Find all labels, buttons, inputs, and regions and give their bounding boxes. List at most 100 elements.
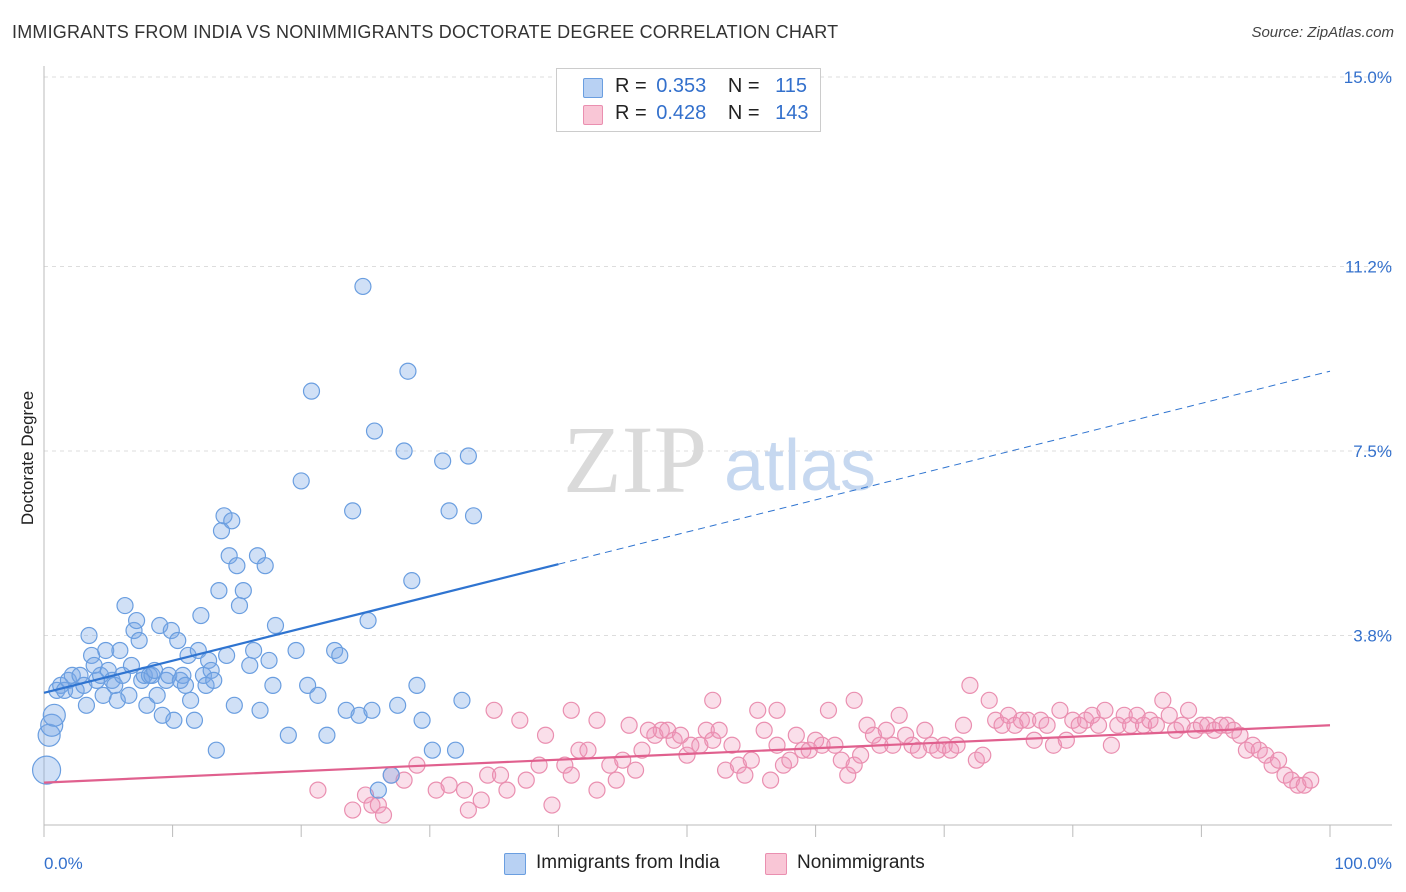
- india-point: [97, 641, 115, 660]
- india-point: [413, 711, 431, 729]
- chart-title: IMMIGRANTS FROM INDIA VS NONIMMIGRANTS D…: [12, 22, 839, 42]
- axes: [43, 66, 1392, 837]
- nonimmigrants-point: [832, 751, 850, 769]
- nonimmigrants-point: [491, 766, 510, 784]
- nonimmigrants-point: [479, 766, 497, 784]
- nonimmigrants-point: [954, 716, 973, 734]
- nonimmigrants-point: [309, 781, 327, 799]
- legend-swatch-non: [583, 105, 603, 125]
- y-axis-label: Doctorate Degree: [18, 391, 37, 525]
- india-point: [111, 641, 129, 660]
- legend-n-value-non: 143: [775, 102, 809, 124]
- nonimmigrants-point: [980, 691, 998, 709]
- india-point: [223, 512, 241, 530]
- legend-swatch-india: [583, 78, 603, 98]
- nonimmigrants-point: [858, 716, 876, 734]
- nonimmigrants-point: [543, 796, 561, 814]
- nonimmigrants-point: [562, 766, 580, 784]
- india-point: [264, 676, 282, 694]
- nonimmigrants-point: [1057, 731, 1075, 749]
- trend-lines: [43, 370, 1331, 784]
- bottom-legend-swatch-non: [765, 853, 787, 875]
- india-trend-line: [43, 563, 559, 694]
- nonimmigrants-point: [579, 741, 597, 759]
- india-point: [148, 686, 166, 704]
- india-point: [337, 701, 355, 719]
- india-point: [440, 502, 458, 520]
- nonimmigrants-point: [864, 726, 883, 744]
- nonimmigrants-trend-line: [43, 724, 1331, 784]
- india-trend-line-extrapolated: [558, 370, 1331, 565]
- watermark: ZIP atlas: [563, 406, 876, 513]
- nonimmigrants-point: [1302, 771, 1320, 789]
- india-point: [326, 641, 344, 660]
- india-point: [423, 741, 441, 759]
- nonimmigrants-point: [742, 751, 760, 769]
- nonimmigrants-point: [459, 801, 477, 819]
- y-tick-label: 15.0%: [1344, 68, 1392, 87]
- watermark-zip: ZIP: [563, 406, 707, 513]
- india-point: [218, 646, 236, 665]
- india-point: [182, 691, 200, 709]
- india-point: [116, 596, 134, 615]
- nonimmigrants-point: [723, 736, 741, 754]
- nonimmigrants-point: [440, 776, 458, 794]
- india-point: [446, 741, 465, 759]
- india-point: [279, 726, 297, 744]
- nonimmigrants-point: [710, 721, 728, 739]
- nonimmigrants-point: [909, 741, 928, 759]
- nonimmigrants-point: [1038, 716, 1056, 734]
- nonimmigrants-point: [485, 701, 503, 719]
- nonimmigrants-point: [659, 721, 677, 739]
- nonimmigrants-point: [716, 761, 735, 779]
- nonimmigrants-point: [781, 751, 799, 769]
- legend-r-value-india: 0.353: [656, 75, 707, 97]
- nonimmigrants-point: [948, 736, 966, 754]
- legend-r-label: R =: [615, 75, 647, 97]
- source-label: Source: ZipAtlas.com: [1251, 24, 1394, 41]
- india-point: [228, 557, 246, 575]
- nonimmigrants-point: [652, 721, 670, 739]
- bottom-legend-label-india: Immigrants from India: [536, 852, 720, 873]
- nonimmigrants-point: [1012, 711, 1030, 729]
- nonimmigrants-point: [588, 711, 606, 729]
- india-point: [210, 582, 228, 600]
- nonimmigrants-point: [620, 716, 638, 734]
- nonimmigrants-point: [633, 741, 651, 759]
- nonimmigrants-point: [455, 781, 474, 799]
- nonimmigrants-point: [999, 706, 1018, 724]
- india-point: [162, 621, 180, 640]
- india-point: [251, 701, 269, 719]
- nonimmigrants-point: [1179, 701, 1198, 719]
- nonimmigrants-point: [498, 781, 516, 799]
- bottom-legend-label-non: Nonimmigrants: [797, 852, 925, 873]
- nonimmigrants-point: [839, 766, 857, 784]
- nonimmigrants-point: [755, 721, 773, 739]
- nonimmigrants-point: [749, 701, 767, 719]
- y-tick-label: 7.5%: [1353, 442, 1392, 461]
- nonimmigrants-point: [395, 771, 413, 789]
- nonimmigrants-point: [961, 676, 979, 694]
- x-tick-label: 100.0%: [1334, 854, 1392, 873]
- india-point: [309, 686, 327, 704]
- india-point: [80, 626, 98, 645]
- nonimmigrants-point: [626, 761, 645, 779]
- india-point: [395, 442, 413, 460]
- india-point: [202, 661, 220, 680]
- nonimmigrants-point: [826, 736, 844, 754]
- india-point: [363, 701, 381, 719]
- india-point: [365, 422, 384, 440]
- nonimmigrants-point: [472, 791, 490, 809]
- india-point: [382, 766, 400, 784]
- nonimmigrants-point: [1192, 716, 1211, 734]
- legend-r-label: R =: [615, 102, 647, 124]
- nonimmigrants-point: [1102, 736, 1120, 754]
- india-point: [354, 277, 372, 296]
- nonimmigrants-point: [993, 716, 1011, 734]
- nonimmigrants-point: [819, 701, 838, 719]
- india-point: [171, 671, 189, 689]
- india-point: [138, 696, 156, 714]
- india-point: [157, 671, 175, 689]
- india-point: [369, 781, 387, 799]
- india-point: [192, 606, 210, 625]
